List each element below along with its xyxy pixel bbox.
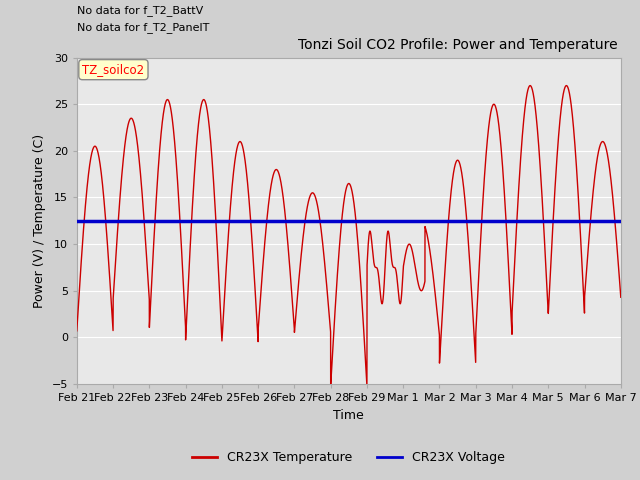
Text: TZ_soilco2: TZ_soilco2 <box>83 63 145 76</box>
Y-axis label: Power (V) / Temperature (C): Power (V) / Temperature (C) <box>33 134 46 308</box>
Title: Tonzi Soil CO2 Profile: Power and Temperature: Tonzi Soil CO2 Profile: Power and Temper… <box>298 38 618 52</box>
Legend: CR23X Temperature, CR23X Voltage: CR23X Temperature, CR23X Voltage <box>188 446 510 469</box>
Text: No data for f_T2_PanelT: No data for f_T2_PanelT <box>77 22 209 33</box>
Text: No data for f_T2_BattV: No data for f_T2_BattV <box>77 5 203 16</box>
X-axis label: Time: Time <box>333 408 364 421</box>
